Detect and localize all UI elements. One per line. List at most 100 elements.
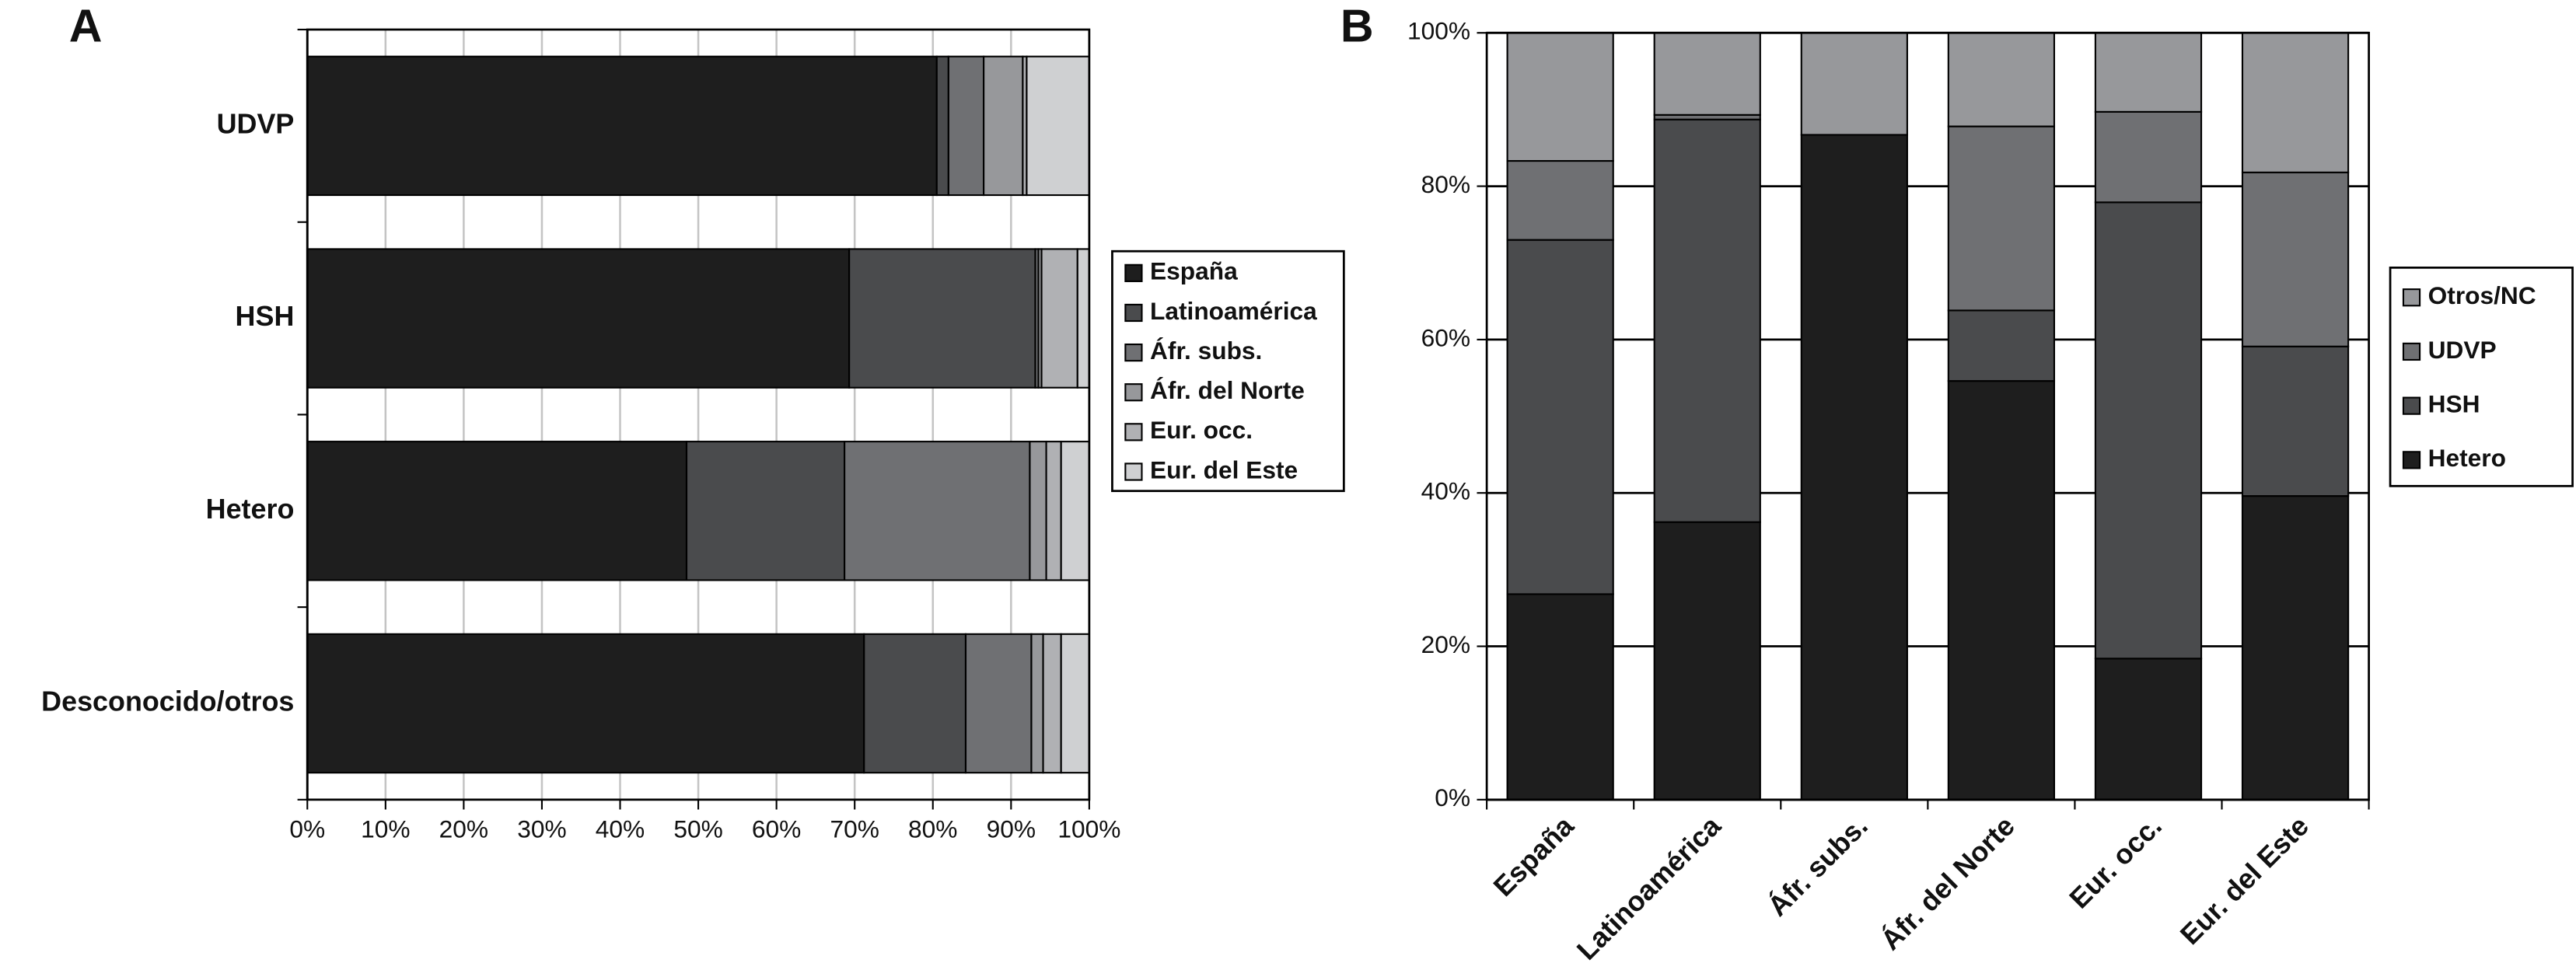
x-tick-group: Áfr. subs. xyxy=(1761,810,1874,923)
bar-segment xyxy=(1947,125,2056,312)
x-tick-group: Eur. occ. xyxy=(2063,810,2168,915)
bar-segment xyxy=(964,633,1033,774)
legend-swatch xyxy=(1124,423,1143,441)
y-tick-label: 80% xyxy=(1421,170,1470,198)
y-tick-label: HSH xyxy=(236,300,295,332)
bar-segment xyxy=(983,55,1024,197)
x-tick-label: Áfr. del Norte xyxy=(1875,810,2021,956)
x-tick-group: España xyxy=(1487,809,1580,902)
legend-label: Latinoamérica xyxy=(1150,297,1317,325)
x-tick-group: Latinoamérica xyxy=(1571,809,1728,966)
bar-segment xyxy=(1653,118,1761,523)
bar-segment xyxy=(2241,345,2350,497)
bar-segment xyxy=(2241,171,2350,347)
x-tick-group: Áfr. del Norte xyxy=(1875,810,2021,956)
legend-label: España xyxy=(1150,257,1238,285)
bar-segment xyxy=(2241,495,2350,801)
bar-segment xyxy=(2094,658,2203,801)
x-tick-label: Latinoamérica xyxy=(1571,809,1728,966)
x-tick-label: 70% xyxy=(830,815,879,843)
panel-label: A xyxy=(69,0,103,52)
plot-area xyxy=(1487,33,2369,800)
bar-segment xyxy=(1029,441,1047,581)
x-tick-label: España xyxy=(1487,809,1580,902)
x-tick-label: 80% xyxy=(908,815,957,843)
y-tick-label: 20% xyxy=(1421,630,1470,658)
x-tick-label: 100% xyxy=(1057,815,1120,843)
bar-segment xyxy=(306,633,865,774)
bar-segment xyxy=(1653,521,1761,801)
bar-segment xyxy=(863,633,967,774)
bar-segment xyxy=(2094,32,2203,113)
bar-segment xyxy=(306,55,938,197)
legend-label: HSH xyxy=(2428,390,2480,418)
bar-segment xyxy=(1026,55,1090,197)
bar-segment xyxy=(947,55,985,197)
x-tick-label: 60% xyxy=(752,815,801,843)
bar-segment xyxy=(1653,32,1761,116)
legend-label: Áfr. del Norte xyxy=(1150,376,1305,404)
x-tick-label: 20% xyxy=(439,815,488,843)
bar-segment xyxy=(1506,159,1614,241)
y-tick-label: 60% xyxy=(1421,323,1470,351)
legend-swatch xyxy=(1124,462,1143,481)
bar-segment xyxy=(848,248,1036,389)
y-tick-label: UDVP xyxy=(217,107,295,139)
bar-segment xyxy=(1030,633,1044,774)
legend-swatch xyxy=(2402,288,2421,307)
legend-label: Eur. del Este xyxy=(1150,455,1298,483)
bar-segment xyxy=(1506,593,1614,801)
bar-segment xyxy=(935,55,949,197)
y-tick-label: Hetero xyxy=(206,493,295,525)
legend-label: Hetero xyxy=(2428,444,2506,472)
legend-box xyxy=(1111,249,1345,493)
y-tick-label: 40% xyxy=(1421,477,1470,505)
bar-segment xyxy=(2094,201,2203,660)
bar-segment xyxy=(1947,309,2056,382)
legend-swatch xyxy=(2402,396,2421,415)
legend-label: Otros/NC xyxy=(2428,281,2536,309)
x-tick-label: 0% xyxy=(289,815,325,843)
bar-segment xyxy=(1076,248,1090,389)
plot-frame xyxy=(1485,31,2370,801)
legend-label: Áfr. subs. xyxy=(1150,337,1262,365)
bar-segment xyxy=(685,441,846,581)
bar-segment xyxy=(1040,248,1078,389)
legend-label: Eur. occ. xyxy=(1150,416,1253,444)
x-tick-label: Eur. del Este xyxy=(2174,810,2315,951)
y-tick-label: 0% xyxy=(1435,783,1470,811)
x-tick-label: Eur. occ. xyxy=(2063,810,2168,915)
legend-swatch xyxy=(1124,343,1143,362)
bar-segment xyxy=(1060,441,1090,581)
y-tick-label: 100% xyxy=(1407,17,1470,45)
bar-segment xyxy=(1506,239,1614,595)
bar-segment xyxy=(306,441,688,581)
bar-segment xyxy=(2094,110,2203,204)
bar-segment xyxy=(1045,441,1062,581)
x-tick-label: 90% xyxy=(987,815,1036,843)
y-tick-label: Desconocido/otros xyxy=(41,685,294,717)
bar-segment xyxy=(1800,32,1908,136)
x-tick-group: Eur. del Este xyxy=(2174,810,2315,951)
bar-segment xyxy=(1947,380,2056,801)
legend-swatch xyxy=(1124,383,1143,402)
legend-swatch xyxy=(2402,342,2421,361)
x-tick-label: 10% xyxy=(361,815,410,843)
legend-swatch xyxy=(2402,451,2421,469)
legend-swatch xyxy=(1124,263,1143,282)
bar-segment xyxy=(1800,134,1908,801)
bar-segment xyxy=(306,248,851,389)
bar-segment xyxy=(1060,633,1090,774)
bar-segment xyxy=(844,441,1031,581)
legend-swatch xyxy=(1124,303,1143,323)
x-tick-label: 50% xyxy=(673,815,722,843)
bar-segment xyxy=(1947,32,2056,127)
bar-segment xyxy=(1506,32,1614,162)
panel-label: B xyxy=(1340,0,1374,52)
x-tick-label: 30% xyxy=(517,815,566,843)
x-tick-label: Áfr. subs. xyxy=(1761,810,1874,923)
bar-segment xyxy=(1042,633,1062,774)
bar-segment xyxy=(2241,32,2350,173)
